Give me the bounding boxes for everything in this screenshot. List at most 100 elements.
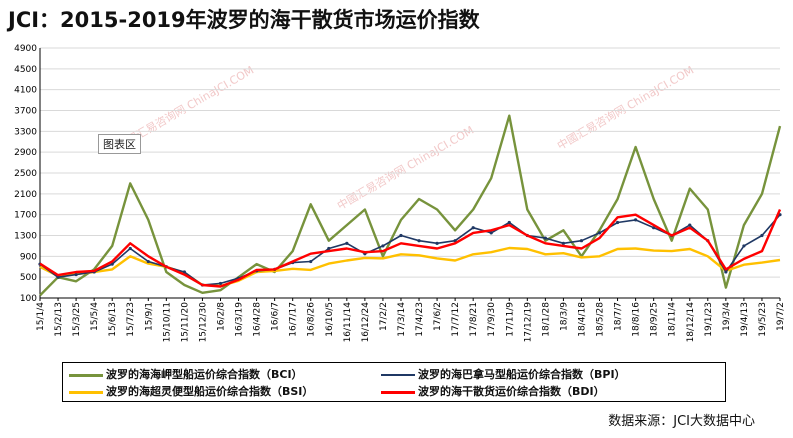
x-tick-label: 17/8/21 xyxy=(469,302,479,337)
x-tick-label: 18/12/14 xyxy=(686,302,696,343)
x-tick-label: 16/7/17 xyxy=(289,302,299,337)
x-tick-label: 15/9/1 xyxy=(144,302,154,331)
x-tick-label: 15/12/30 xyxy=(198,302,208,343)
legend-label-bpi: 波罗的海巴拿马型船运价综合指数（BPI） xyxy=(418,368,626,381)
series-point-bpi xyxy=(760,233,764,238)
series-point-bpi xyxy=(688,223,692,227)
x-tick-label: 15/5/4 xyxy=(90,302,100,331)
x-tick-label: 16/4/28 xyxy=(253,302,263,337)
chart-legend: 波罗的海海岬型船运价综合指数（BCI） 波罗的海巴拿马型船运价综合指数（BPI）… xyxy=(62,362,726,402)
x-tick-label: 15/10/11 xyxy=(162,302,172,342)
x-tick-label: 17/11/9 xyxy=(505,302,515,337)
series-point-bpi xyxy=(74,272,78,277)
y-tick-label: 1300 xyxy=(14,232,37,242)
x-tick-label: 19/3/4 xyxy=(722,302,732,331)
series-point-bpi xyxy=(399,233,403,238)
legend-item-bsi: 波罗的海超灵便型船运价综合指数（BSI） xyxy=(69,383,313,399)
series-point-bpi xyxy=(327,246,331,251)
x-tick-label: 16/2/8 xyxy=(216,302,226,331)
x-tick-label: 17/2/2 xyxy=(379,302,389,331)
series-point-bpi xyxy=(218,281,223,286)
page-title: JCI：2015-2019年波罗的海干散货市场运价指数 xyxy=(8,8,480,32)
x-tick-label: 15/6/13 xyxy=(108,302,118,337)
legend-item-bdi: 波罗的海干散货运价综合指数（BDI） xyxy=(381,383,605,399)
series-point-bpi xyxy=(471,226,475,230)
y-tick-label: 500 xyxy=(20,273,37,283)
x-tick-label: 17/4/23 xyxy=(415,302,425,337)
series-point-bpi xyxy=(579,239,584,243)
x-tick-label: 17/12/19 xyxy=(523,302,533,343)
x-tick-label: 15/2/13 xyxy=(54,302,64,337)
series-line-2 xyxy=(39,246,781,288)
x-tick-label: 18/7/7 xyxy=(614,302,624,331)
series-point-bpi xyxy=(489,231,493,235)
series-point-bpi xyxy=(435,241,439,245)
x-tick-label: 19/4/13 xyxy=(740,302,750,337)
y-tick-label: 2500 xyxy=(14,169,37,179)
y-tick-label: 4100 xyxy=(14,86,37,96)
series-point-bpi xyxy=(309,259,313,264)
series-point-bpi xyxy=(417,239,421,243)
x-tick-label: 15/1/4 xyxy=(36,302,46,331)
x-tick-label: 15/7/23 xyxy=(126,302,136,337)
series-point-bpi xyxy=(110,262,114,266)
x-tick-label: 15/3/25 xyxy=(72,302,82,337)
series-point-bpi xyxy=(507,220,511,225)
legend-item-bpi: 波罗的海巴拿马型船运价综合指数（BPI） xyxy=(381,366,626,382)
series-point-bpi xyxy=(182,270,186,274)
x-tick-label: 18/8/16 xyxy=(632,302,642,337)
x-tick-label: 16/11/14 xyxy=(343,302,353,343)
series-point-bpi xyxy=(597,231,602,235)
x-tick-label: 18/11/4 xyxy=(668,302,678,337)
x-tick-label: 19/7/2 xyxy=(776,302,786,331)
chart-area-tag: 图表区 xyxy=(98,134,141,154)
y-tick-label: 3300 xyxy=(14,127,37,137)
series-point-bpi xyxy=(634,218,638,222)
x-tick-label: 17/7/12 xyxy=(451,302,461,337)
legend-label-bdi: 波罗的海干散货运价综合指数（BDI） xyxy=(418,385,605,398)
watermark-text: 中國汇易咨询网 ChinaJCI.COM xyxy=(555,63,697,153)
y-tick-label: 2900 xyxy=(14,148,37,158)
legend-swatch-bpi xyxy=(381,374,415,376)
watermark-text: 中國汇易咨询网 ChinaJCI.COM xyxy=(335,123,477,213)
series-point-bpi xyxy=(56,275,60,279)
x-tick-label: 18/5/28 xyxy=(596,302,606,337)
series-point-bpi xyxy=(128,246,132,251)
y-tick-label: 2100 xyxy=(14,190,37,200)
x-tick-label: 18/3/9 xyxy=(559,302,569,331)
series-point-bpi xyxy=(345,241,349,245)
data-source: 数据来源：JCI大数据中心 xyxy=(608,414,755,429)
series-point-bpi xyxy=(543,236,547,240)
legend-swatch-bdi xyxy=(381,390,415,394)
x-tick-label: 16/12/24 xyxy=(361,302,371,343)
y-tick-label: 100 xyxy=(20,294,37,304)
x-tick-label: 15/11/20 xyxy=(180,302,190,343)
legend-swatch-bci xyxy=(69,373,103,377)
series-line-3 xyxy=(39,209,782,288)
legend-swatch-bsi xyxy=(69,390,103,394)
x-tick-label: 18/9/25 xyxy=(650,302,660,337)
x-tick-label: 18/4/18 xyxy=(577,302,587,337)
legend-label-bci: 波罗的海海岬型船运价综合指数（BCI） xyxy=(106,368,303,381)
x-tick-label: 17/6/2 xyxy=(433,302,443,331)
x-tick-label: 16/10/5 xyxy=(325,302,335,337)
y-tick-label: 900 xyxy=(20,252,37,262)
x-tick-label: 16/6/7 xyxy=(271,302,281,331)
series-point-bpi xyxy=(724,270,728,274)
x-tick-label: 19/1/23 xyxy=(704,302,714,337)
x-tick-label: 16/8/26 xyxy=(307,302,317,337)
x-tick-label: 17/9/30 xyxy=(487,302,497,337)
series-point-bpi xyxy=(615,220,620,225)
y-tick-label: 1700 xyxy=(14,211,37,221)
y-tick-label: 3700 xyxy=(14,107,37,117)
series-point-bpi xyxy=(381,244,385,248)
y-tick-label: 4900 xyxy=(14,44,37,54)
x-tick-label: 19/5/23 xyxy=(758,302,768,337)
x-tick-label: 18/1/28 xyxy=(541,302,551,337)
series-point-bpi xyxy=(742,244,746,248)
legend-label-bsi: 波罗的海超灵便型船运价综合指数（BSI） xyxy=(106,385,314,398)
series-point-bpi xyxy=(561,241,566,245)
series-point-bpi xyxy=(146,259,150,264)
series-line-0 xyxy=(39,114,782,297)
